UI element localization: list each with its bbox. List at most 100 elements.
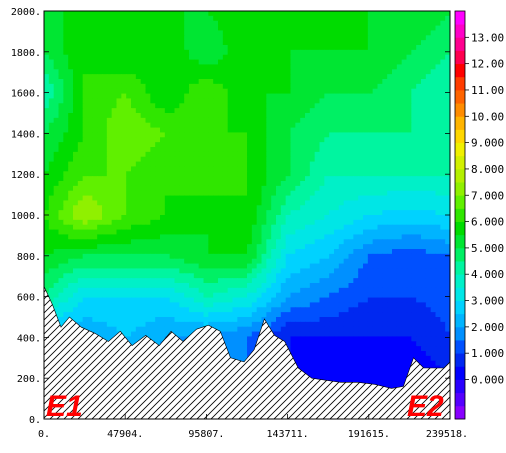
field-cell	[396, 98, 403, 104]
field-cell	[309, 215, 316, 221]
field-cell	[290, 25, 296, 32]
field-cell	[329, 142, 335, 148]
field-cell	[343, 273, 350, 279]
field-cell	[382, 181, 388, 187]
field-cell	[319, 273, 325, 279]
field-cell	[232, 127, 238, 134]
field-cell	[435, 253, 441, 260]
field-cell	[111, 258, 118, 265]
field-cell	[247, 185, 253, 192]
field-cell	[367, 268, 374, 274]
field-cell	[145, 176, 151, 182]
field-cell	[300, 234, 306, 240]
field-cell	[319, 98, 325, 104]
field-cell	[97, 113, 103, 119]
field-cell	[189, 171, 195, 177]
field-cell	[435, 93, 441, 100]
field-cell	[232, 297, 238, 304]
field-cell	[309, 54, 316, 61]
field-cell	[411, 156, 417, 163]
field-cell	[48, 117, 55, 124]
field-cell	[227, 49, 234, 56]
field-cell	[203, 64, 209, 70]
field-cell	[169, 244, 176, 250]
field-cell	[53, 210, 60, 216]
field-cell	[372, 258, 379, 265]
field-cell	[218, 103, 224, 109]
field-cell	[97, 239, 103, 245]
field-cell	[237, 49, 243, 56]
field-cell	[295, 292, 301, 299]
field-cell	[285, 219, 292, 226]
field-cell	[44, 74, 50, 80]
field-cell	[164, 258, 171, 265]
field-cell	[372, 54, 379, 61]
field-cell	[309, 244, 316, 250]
field-cell	[300, 142, 306, 148]
field-cell	[208, 93, 214, 100]
field-cell	[261, 195, 267, 202]
field-cell	[251, 229, 258, 236]
field-cell	[324, 64, 330, 70]
field-cell	[44, 98, 50, 104]
field-cell	[271, 69, 277, 75]
field-cell	[237, 205, 243, 211]
field-cell	[58, 297, 64, 304]
field-cell	[290, 195, 296, 202]
field-cell	[116, 83, 122, 90]
field-cell	[126, 219, 132, 226]
field-cell	[440, 229, 446, 236]
field-cell	[305, 263, 311, 270]
field-cell	[358, 127, 364, 134]
field-cell	[329, 83, 335, 90]
field-cell	[179, 234, 185, 240]
field-cell	[106, 45, 113, 51]
field-cell	[160, 103, 166, 109]
field-cell	[430, 200, 437, 206]
field-cell	[140, 181, 147, 187]
field-cell	[416, 249, 422, 255]
field-cell	[261, 20, 267, 27]
field-cell	[140, 234, 147, 240]
field-cell	[435, 263, 441, 270]
field-cell	[425, 132, 432, 138]
field-cell	[44, 64, 50, 70]
field-cell	[247, 117, 253, 124]
field-cell	[63, 108, 69, 114]
field-cell	[58, 200, 64, 206]
field-cell	[102, 263, 108, 270]
field-cell	[116, 20, 122, 27]
field-cell	[53, 132, 60, 138]
field-cell	[430, 249, 437, 255]
field-cell	[401, 166, 408, 172]
field-cell	[309, 117, 316, 124]
field-cell	[184, 88, 190, 95]
field-cell	[353, 185, 359, 192]
field-cell	[440, 20, 446, 27]
field-cell	[193, 224, 200, 231]
field-cell	[435, 239, 441, 245]
field-cell	[319, 224, 325, 231]
field-cell	[63, 147, 69, 153]
field-cell	[343, 287, 350, 294]
field-cell	[44, 83, 50, 90]
field-cell	[48, 103, 55, 109]
field-cell	[63, 93, 69, 100]
field-cell	[406, 268, 412, 274]
field-cell	[189, 11, 195, 17]
field-cell	[353, 15, 359, 22]
field-cell	[353, 64, 359, 70]
field-cell	[305, 147, 311, 153]
field-cell	[276, 215, 282, 221]
field-cell	[198, 35, 205, 41]
field-cell	[44, 263, 50, 270]
field-cell	[179, 98, 185, 104]
field-cell	[363, 292, 369, 299]
field-cell	[87, 54, 93, 61]
field-cell	[160, 93, 166, 100]
field-cell	[430, 137, 437, 143]
field-cell	[435, 171, 441, 177]
field-cell	[401, 258, 408, 265]
field-cell	[271, 273, 277, 279]
field-cell	[121, 11, 127, 17]
